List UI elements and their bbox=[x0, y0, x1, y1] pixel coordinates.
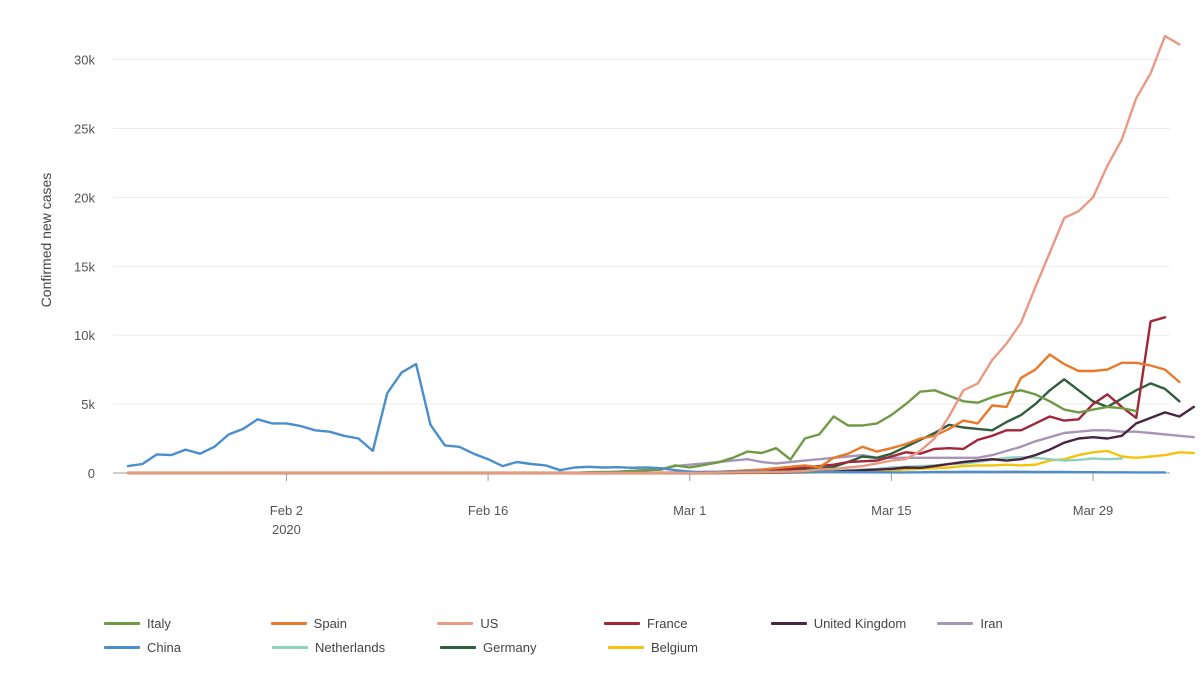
legend-swatch bbox=[270, 621, 307, 625]
line-chart: 0 5k 10k 15k 20k 25k 30k Feb 2 2020 Feb 16 Mar 1 M… bbox=[38, 34, 1196, 537]
legend-label: Germany bbox=[483, 639, 537, 655]
y-tick-label: 30k bbox=[74, 53, 95, 68]
legend-item-spain[interactable]: Spain bbox=[270, 615, 438, 631]
legend-swatch bbox=[437, 621, 474, 625]
legend-swatch bbox=[608, 645, 644, 649]
legend-item-china[interactable]: China bbox=[104, 640, 272, 655]
legend-item-belgium[interactable]: Belgium bbox=[608, 640, 776, 655]
legend-item-italy[interactable]: Italy bbox=[104, 616, 271, 631]
legend-label: Netherlands bbox=[315, 639, 386, 655]
legend-item-united-kingdom[interactable]: United Kingdom bbox=[770, 615, 938, 631]
legend-item-us[interactable]: US bbox=[437, 616, 604, 631]
legend-swatch bbox=[770, 621, 807, 625]
y-axis: 0 5k 10k 15k 20k 25k 30k bbox=[74, 53, 95, 481]
legend-swatch bbox=[104, 645, 140, 649]
legend: Italy Spain US France United Kingdom Iran Chin… bbox=[104, 611, 1104, 659]
legend-label: United Kingdom bbox=[813, 615, 907, 631]
y-tick-label: 0 bbox=[88, 466, 95, 481]
legend-swatch bbox=[604, 621, 641, 625]
series-line-united-kingdom bbox=[126, 405, 1196, 475]
series-line-china bbox=[126, 362, 1167, 474]
legend-label: France bbox=[647, 615, 688, 631]
legend-row: Italy Spain US France United Kingdom Iran bbox=[104, 611, 1104, 635]
x-axis: Feb 2 2020 Feb 16 Mar 1 Mar 15 Mar 29 bbox=[270, 473, 1113, 537]
series-line-italy bbox=[126, 389, 1138, 475]
legend-swatch bbox=[104, 621, 140, 625]
y-tick-label: 5k bbox=[81, 397, 95, 412]
legend-label: US bbox=[480, 615, 499, 631]
legend-row: China Netherlands Germany Belgium bbox=[104, 635, 1104, 659]
x-tick-label: Mar 29 bbox=[1073, 503, 1113, 518]
y-tick-label: 15k bbox=[74, 259, 95, 274]
legend-label: China bbox=[147, 639, 181, 655]
legend-label: Iran bbox=[980, 615, 1003, 631]
legend-label: Spain bbox=[313, 615, 347, 631]
y-tick-label: 25k bbox=[74, 121, 95, 136]
legend-swatch bbox=[440, 645, 476, 649]
legend-item-iran[interactable]: Iran bbox=[937, 616, 1104, 631]
legend-swatch bbox=[937, 621, 974, 625]
legend-item-france[interactable]: France bbox=[604, 616, 771, 631]
y-axis-title: Confirmed new cases bbox=[38, 173, 54, 308]
grid-lines bbox=[113, 59, 1170, 474]
x-tick-sublabel: 2020 bbox=[272, 522, 301, 537]
x-tick-label: Feb 2 bbox=[270, 503, 303, 518]
series-lines bbox=[126, 34, 1196, 475]
series-line-iran bbox=[126, 429, 1196, 475]
x-tick-label: Mar 15 bbox=[871, 503, 911, 518]
legend-swatch bbox=[272, 645, 308, 649]
legend-label: Italy bbox=[147, 615, 171, 631]
series-line-us bbox=[126, 34, 1181, 475]
legend-label: Belgium bbox=[651, 639, 698, 655]
legend-item-netherlands[interactable]: Netherlands bbox=[272, 640, 440, 655]
x-tick-label: Mar 1 bbox=[673, 503, 706, 518]
legend-item-germany[interactable]: Germany bbox=[440, 640, 608, 655]
y-tick-label: 20k bbox=[74, 190, 95, 205]
x-tick-label: Feb 16 bbox=[468, 503, 508, 518]
y-tick-label: 10k bbox=[74, 328, 95, 343]
